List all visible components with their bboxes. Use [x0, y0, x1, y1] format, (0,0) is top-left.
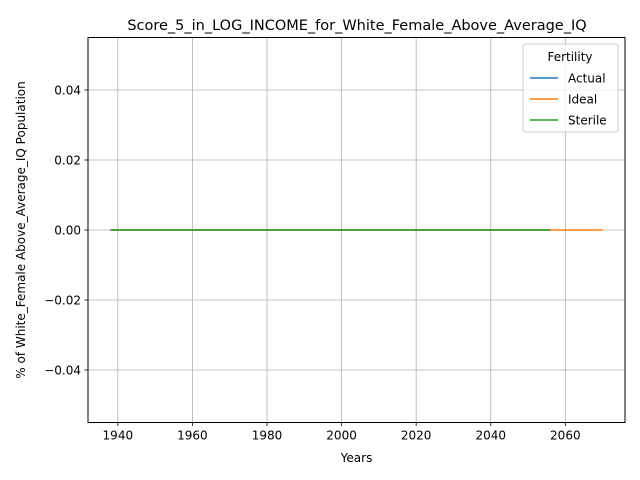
legend-label-ideal: Ideal: [568, 93, 597, 107]
x-axis-label: Years: [340, 451, 373, 465]
legend-title: Fertility: [547, 50, 592, 64]
x-axis: 1940 1960 1980 2000 2020 2040 2060: [103, 422, 581, 443]
y-tick-label: 0.00: [54, 224, 81, 238]
legend-box: [522, 43, 619, 133]
legend: Fertility Actual Ideal Sterile: [522, 43, 619, 133]
legend-label-actual: Actual: [568, 72, 606, 86]
y-axis: −0.04 −0.02 0.00 0.02 0.04: [44, 84, 88, 378]
y-tick-label: −0.04: [44, 364, 81, 378]
y-axis-label: % of White_Female Above_Average_IQ Popul…: [14, 81, 28, 378]
legend-label-sterile: Sterile: [568, 114, 607, 128]
x-tick-label: 1980: [252, 429, 283, 443]
x-tick-label: 1940: [103, 429, 134, 443]
y-tick-label: 0.02: [54, 154, 81, 168]
x-tick-label: 1960: [177, 429, 208, 443]
x-tick-label: 2060: [550, 429, 581, 443]
chart-title: Score_5_in_LOG_INCOME_for_White_Female_A…: [127, 18, 586, 34]
x-tick-label: 2000: [326, 429, 357, 443]
y-tick-label: 0.04: [54, 84, 81, 98]
x-tick-label: 2040: [475, 429, 506, 443]
y-tick-label: −0.02: [44, 294, 81, 308]
x-tick-label: 2020: [401, 429, 432, 443]
